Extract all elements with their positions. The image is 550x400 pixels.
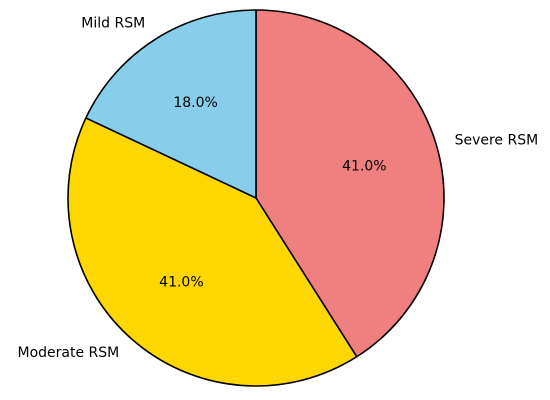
percent-label-severe-rsm: 41.0% [342,159,386,175]
percentage-labels: 41.0% 41.0% 18.0% [159,95,386,291]
slice-mild-rsm [85,9,257,199]
percent-label-mild-rsm: 18.0% [173,95,217,111]
slice-moderate-rsm [67,117,358,387]
category-label-severe-rsm: Severe RSM [455,132,539,148]
category-label-moderate-rsm: Moderate RSM [18,345,120,361]
category-label-mild-rsm: Mild RSM [81,15,145,31]
category-labels: Severe RSM Moderate RSM Mild RSM [18,15,539,361]
pie-slices [67,9,445,387]
slice-severe-rsm [255,9,445,358]
percent-label-moderate-rsm: 41.0% [159,275,203,291]
